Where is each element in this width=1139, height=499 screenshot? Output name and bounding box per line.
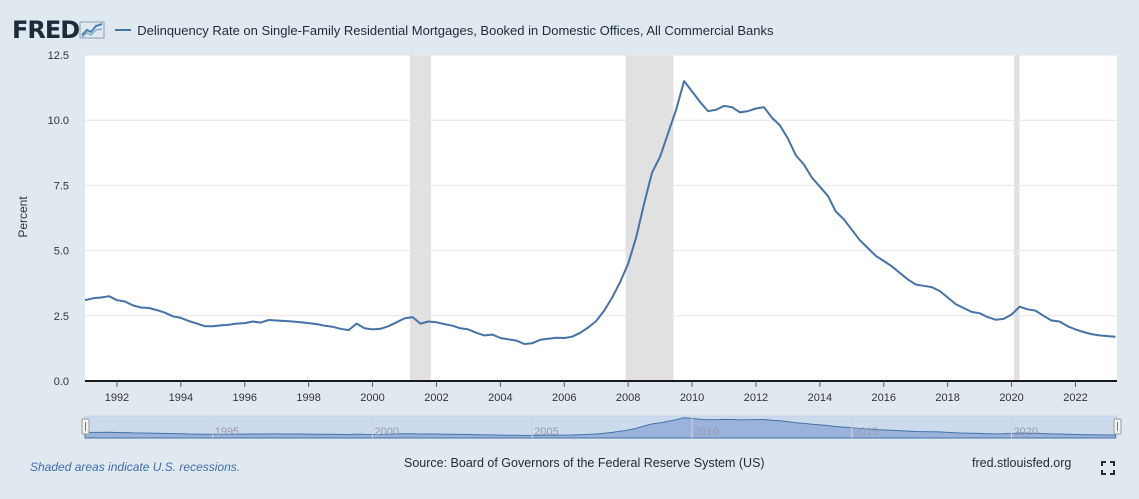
- x-tick-label: 2012: [744, 392, 768, 404]
- y-axis-ticks: 0.0 2.5 5.0 7.5 10.0 12.5: [48, 50, 69, 388]
- navigator-tick-label: 2020: [1014, 426, 1038, 438]
- series-group: [84, 80, 1116, 345]
- x-tick-label: 2008: [616, 392, 640, 404]
- x-tick-label: 1992: [105, 392, 129, 404]
- plot-background: [85, 55, 1117, 381]
- navigator-tick-label: 2010: [694, 426, 718, 438]
- chart-header: FRED Delinquency Rate on Single-Family R…: [12, 12, 1132, 48]
- recession-note: Shaded areas indicate U.S. recessions.: [30, 460, 241, 474]
- y-tick-label: 2.5: [54, 311, 69, 323]
- y-tick-label: 12.5: [48, 50, 69, 62]
- x-axis-ticks: 1992 1994 1996 1998 2000 2002 2004 2006 2008 2010…: [105, 381, 1088, 404]
- x-tick-label: 2020: [999, 392, 1023, 404]
- x-tick-label: 1996: [233, 392, 257, 404]
- fred-logo[interactable]: FRED: [12, 16, 105, 44]
- y-tick-label: 0.0: [54, 376, 69, 388]
- x-tick-label: 2014: [808, 392, 832, 404]
- navigator-tick-label: 1995: [215, 426, 239, 438]
- fullscreen-icon[interactable]: [1101, 461, 1115, 475]
- gridlines: [85, 54, 1117, 382]
- x-tick-label: 2006: [552, 392, 576, 404]
- x-tick-label: 2004: [488, 392, 512, 404]
- fred-logo-text: FRED: [12, 16, 80, 44]
- y-axis-label: Percent: [16, 196, 30, 238]
- navigator-tick-label: 2015: [854, 426, 878, 438]
- recession-band: [1014, 55, 1020, 381]
- navigator-tick-label: 2000: [375, 426, 399, 438]
- recession-bands: [409, 55, 1020, 381]
- navigator-tick-label: 2005: [534, 426, 558, 438]
- range-navigator[interactable]: 1995 2000 2005 2010 2015 2020: [81, 415, 1122, 439]
- x-tick-label: 2002: [424, 392, 448, 404]
- plot-area: [85, 55, 1117, 381]
- recession-band: [409, 55, 432, 381]
- y-tick-label: 7.5: [54, 180, 69, 192]
- x-tick-label: 2016: [872, 392, 896, 404]
- site-link[interactable]: fred.stlouisfed.org: [972, 456, 1072, 470]
- recession-band: [625, 55, 674, 381]
- navigator-area: [84, 417, 1116, 439]
- x-tick-label: 1994: [169, 392, 193, 404]
- x-tick-label: 1998: [296, 392, 320, 404]
- x-tick-label: 2010: [680, 392, 704, 404]
- source-credit: Source: Board of Governors of the Federa…: [404, 456, 765, 470]
- x-tick-label: 2018: [935, 392, 959, 404]
- x-tick-label: 2022: [1063, 392, 1087, 404]
- series-legend-swatch: [115, 29, 132, 31]
- series-line: [84, 80, 1116, 345]
- series-title: Delinquency Rate on Single-Family Reside…: [137, 22, 774, 38]
- y-tick-label: 5.0: [54, 246, 69, 258]
- fred-chart-icon: [79, 21, 105, 39]
- y-tick-label: 10.0: [48, 115, 69, 127]
- x-tick-label: 2000: [360, 392, 384, 404]
